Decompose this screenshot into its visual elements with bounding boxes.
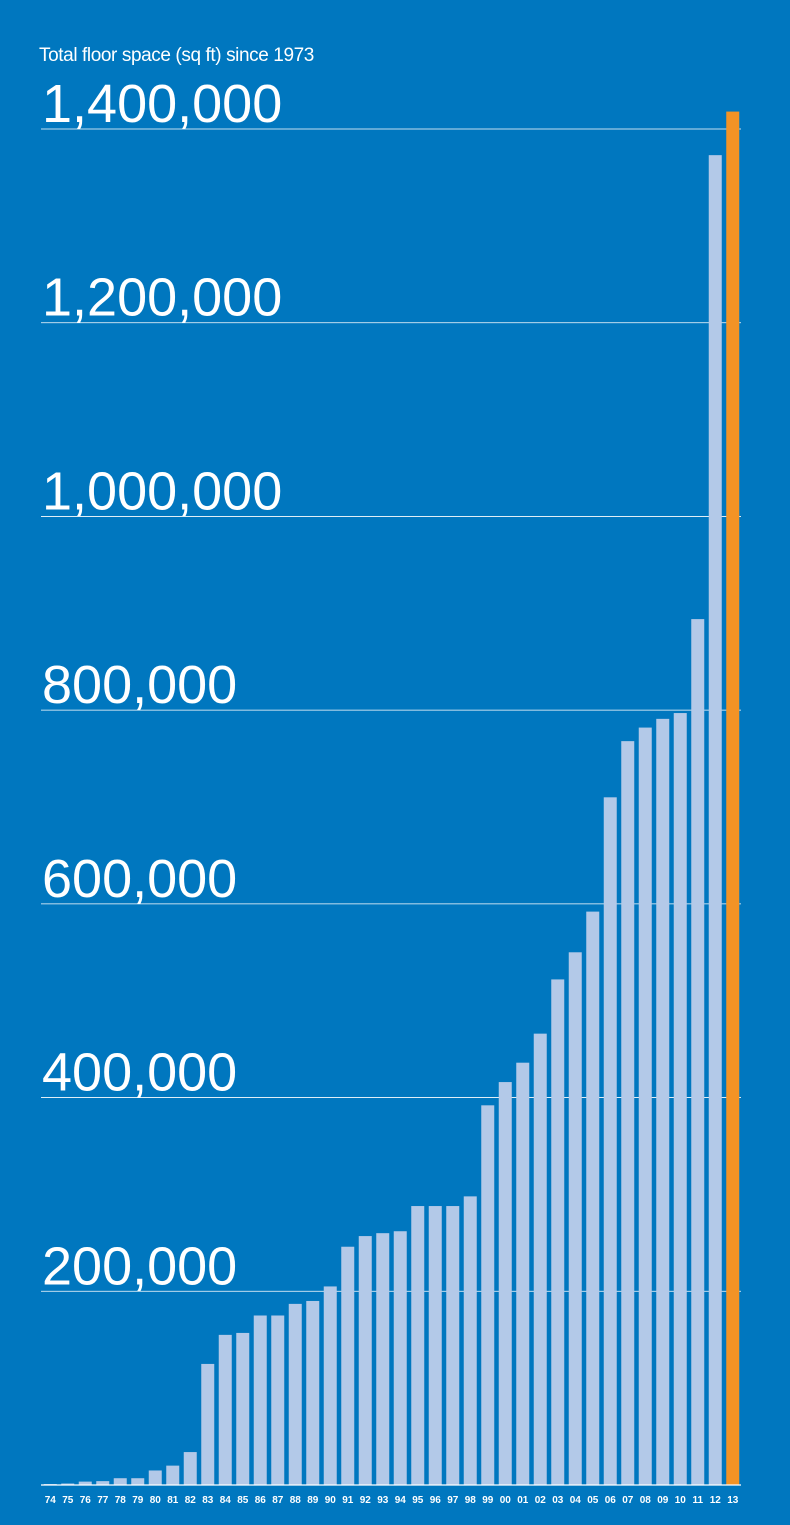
- x-tick-label: 91: [342, 1495, 354, 1506]
- bar: [148, 1470, 162, 1485]
- bar: [533, 1033, 547, 1485]
- x-tick-label: 89: [307, 1495, 319, 1506]
- x-tick-label: 74: [45, 1495, 57, 1506]
- x-tick-label: 99: [482, 1495, 494, 1506]
- x-tick-label: 09: [657, 1495, 669, 1506]
- x-tick-label: 86: [255, 1495, 267, 1506]
- bar: [708, 155, 722, 1485]
- bar: [306, 1300, 320, 1485]
- bar: [393, 1231, 407, 1485]
- bar: [586, 911, 600, 1485]
- bar: [463, 1196, 477, 1485]
- gridlines: [41, 128, 741, 1292]
- x-tick-label: 10: [675, 1495, 687, 1506]
- x-tick-label: 04: [570, 1495, 582, 1506]
- bar: [113, 1478, 127, 1485]
- x-tick-label: 92: [360, 1495, 372, 1506]
- x-tick-label: 98: [465, 1495, 477, 1506]
- bar: [621, 741, 635, 1485]
- bar: [236, 1332, 250, 1485]
- y-tick-labels: 200,000 400,000 600,000 800,000 1,000,000 1,2…: [42, 74, 282, 1296]
- y-tick-label: 400,000: [42, 1043, 237, 1103]
- y-tick-label: 200,000: [42, 1236, 237, 1296]
- x-tick-label: 93: [377, 1495, 389, 1506]
- bar: [568, 952, 582, 1485]
- x-tick-label: 76: [80, 1495, 92, 1506]
- bar: [201, 1363, 215, 1485]
- bar: [218, 1334, 232, 1485]
- bar: [131, 1478, 145, 1485]
- bar: [656, 718, 670, 1485]
- bar: [341, 1246, 355, 1485]
- bar: [691, 619, 705, 1485]
- x-tick-label: 12: [710, 1495, 722, 1506]
- x-tick-label: 96: [430, 1495, 442, 1506]
- y-tick-label: 800,000: [42, 655, 237, 715]
- bar-highlight: [726, 111, 740, 1486]
- x-tick-label: 06: [605, 1495, 617, 1506]
- x-tick-label: 95: [412, 1495, 424, 1506]
- bar: [603, 797, 617, 1485]
- x-tick-label: 08: [640, 1495, 652, 1506]
- chart-title: Total floor space (sq ft) since 1973: [39, 45, 314, 66]
- x-tick-label: 77: [97, 1495, 109, 1506]
- y-tick-label: 1,400,000: [42, 74, 282, 134]
- bar: [183, 1452, 197, 1485]
- bar: [428, 1206, 442, 1485]
- y-tick-label: 1,000,000: [42, 461, 282, 521]
- bar: [96, 1481, 110, 1485]
- x-tick-label: 85: [237, 1495, 249, 1506]
- x-tick-label: 78: [115, 1495, 127, 1506]
- bar: [498, 1082, 512, 1485]
- x-tick-label: 13: [727, 1495, 739, 1506]
- bar: [271, 1315, 285, 1485]
- x-tick-label: 97: [447, 1495, 459, 1506]
- x-tick-label: 79: [132, 1495, 144, 1506]
- bars: [43, 111, 740, 1486]
- y-tick-label: 1,200,000: [42, 268, 282, 328]
- bar: [551, 979, 565, 1485]
- bar: [288, 1303, 302, 1485]
- bar: [78, 1481, 92, 1485]
- x-tick-label: 94: [395, 1495, 407, 1506]
- bar: [323, 1286, 337, 1485]
- x-tick-label: 82: [185, 1495, 197, 1506]
- x-tick-labels: 74 75 76 77 78 79 80 81 82 83 84 85 86 87 88 89 90 91 92 93…: [45, 1495, 739, 1506]
- x-tick-label: 07: [622, 1495, 634, 1506]
- x-tick-label: 01: [517, 1495, 529, 1506]
- bar: [516, 1062, 530, 1485]
- x-tick-label: 83: [202, 1495, 214, 1506]
- x-tick-label: 11: [692, 1495, 703, 1506]
- x-tick-label: 02: [535, 1495, 547, 1506]
- x-tick-label: 87: [272, 1495, 284, 1506]
- x-tick-label: 75: [62, 1495, 74, 1506]
- x-tick-label: 00: [500, 1495, 512, 1506]
- bar: [481, 1105, 495, 1485]
- bar: [358, 1236, 372, 1485]
- bar: [61, 1483, 75, 1485]
- x-tick-label: 84: [220, 1495, 232, 1506]
- x-tick-label: 88: [290, 1495, 302, 1506]
- x-tick-label: 05: [587, 1495, 599, 1506]
- x-tick-label: 03: [552, 1495, 564, 1506]
- bar: [638, 727, 652, 1485]
- bar: [253, 1315, 267, 1485]
- bar: [673, 713, 687, 1485]
- bar: [411, 1206, 425, 1485]
- bar: [166, 1465, 180, 1485]
- x-tick-label: 80: [150, 1495, 162, 1506]
- bar: [376, 1233, 390, 1485]
- bar: [446, 1206, 460, 1485]
- x-tick-label: 90: [325, 1495, 337, 1506]
- x-tick-label: 81: [167, 1495, 179, 1506]
- y-tick-label: 600,000: [42, 849, 237, 909]
